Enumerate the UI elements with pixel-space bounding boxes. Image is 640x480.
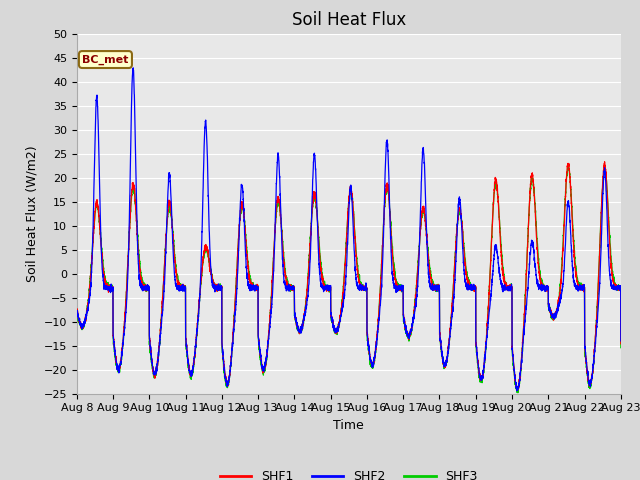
Text: BC_met: BC_met: [82, 54, 129, 65]
Title: Soil Heat Flux: Soil Heat Flux: [292, 11, 406, 29]
Legend: SHF1, SHF2, SHF3: SHF1, SHF2, SHF3: [214, 465, 483, 480]
Y-axis label: Soil Heat Flux (W/m2): Soil Heat Flux (W/m2): [25, 145, 38, 282]
X-axis label: Time: Time: [333, 419, 364, 432]
